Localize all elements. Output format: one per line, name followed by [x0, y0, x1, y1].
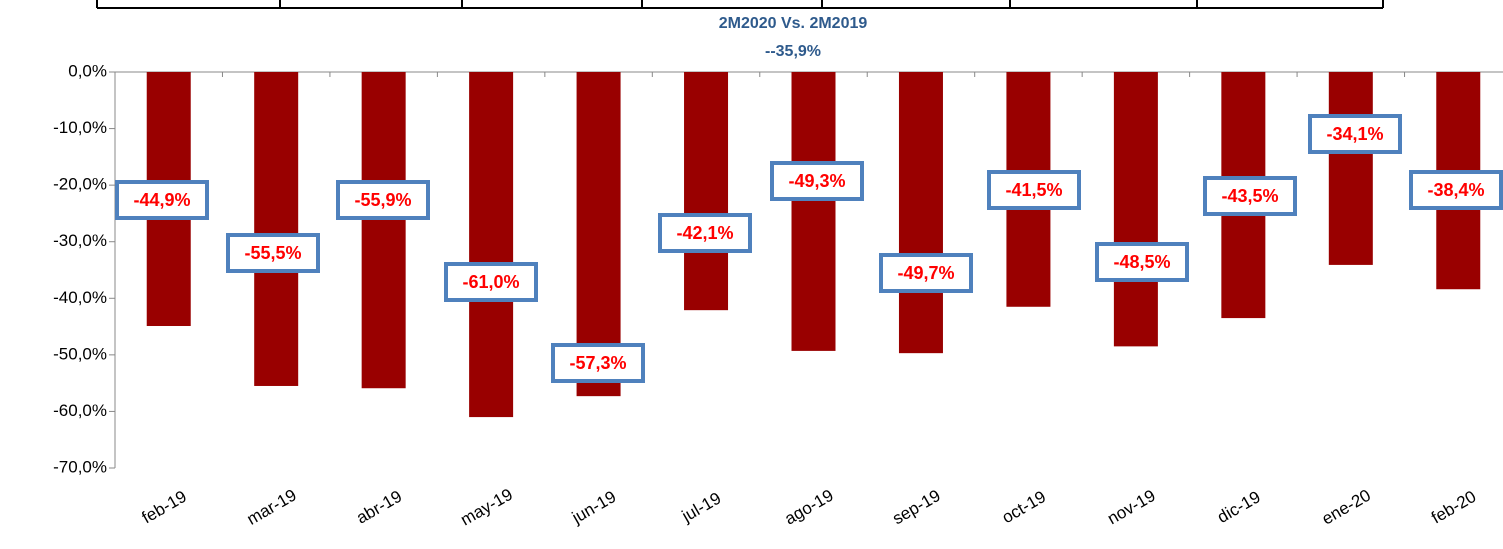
- value-label-box: [115, 180, 209, 220]
- value-label: -44,9%: [133, 190, 190, 210]
- bar: [1328, 72, 1373, 265]
- value-label-box: [987, 170, 1081, 210]
- y-tick-label: -60,0%: [53, 401, 107, 420]
- y-tick-label: -30,0%: [53, 231, 107, 250]
- value-label: -41,5%: [1005, 180, 1062, 200]
- x-tick-label: may-19: [457, 485, 516, 530]
- x-tick-label: oct-19: [999, 487, 1049, 527]
- annotation: --35,9%: [765, 43, 821, 60]
- value-label: -43,5%: [1221, 186, 1278, 206]
- x-tick-label: ene-20: [1319, 486, 1374, 529]
- value-label-box: [444, 262, 538, 302]
- x-tick-label: sep-19: [889, 486, 944, 528]
- bar: [684, 72, 729, 311]
- y-tick-label: 0,0%: [68, 61, 107, 80]
- value-label-box: [1095, 242, 1189, 282]
- x-tick-label: ago-19: [781, 486, 836, 529]
- value-label-box: [1308, 114, 1402, 154]
- chart-title: 2M2020 Vs. 2M2019: [719, 15, 868, 32]
- bar: [576, 72, 621, 397]
- value-label: -48,5%: [1113, 252, 1170, 272]
- value-label-box: [336, 180, 430, 220]
- value-label: -55,9%: [354, 190, 411, 210]
- value-label: -49,7%: [897, 263, 954, 283]
- value-label-box: [551, 343, 645, 383]
- value-label: -49,3%: [788, 171, 845, 191]
- bar: [898, 72, 943, 354]
- value-label-box: [1409, 170, 1503, 210]
- value-label-box: [879, 253, 973, 293]
- y-tick-label: -20,0%: [53, 175, 107, 194]
- x-tick-label: feb-20: [1428, 487, 1479, 528]
- value-label-box: [1203, 176, 1297, 216]
- x-tick-label: feb-19: [139, 487, 190, 528]
- y-tick-label: -50,0%: [53, 344, 107, 363]
- bar: [361, 72, 406, 389]
- bar: [469, 72, 514, 418]
- value-label: -55,5%: [244, 243, 301, 263]
- value-label: -38,4%: [1427, 180, 1484, 200]
- top-table: [96, 0, 1384, 9]
- value-label-box: [770, 161, 864, 201]
- x-tick-label: dic-19: [1214, 487, 1264, 527]
- y-tick-label: -70,0%: [53, 457, 107, 476]
- x-tick-label: mar-19: [244, 485, 300, 528]
- value-label-box: [226, 233, 320, 273]
- bar: [254, 72, 299, 386]
- x-tick-label: jun-19: [568, 487, 619, 528]
- x-tick-label: abr-19: [353, 487, 405, 528]
- y-tick-label: -40,0%: [53, 288, 107, 307]
- y-tick-label: -10,0%: [53, 118, 107, 137]
- value-label: -61,0%: [462, 272, 519, 292]
- value-label: -34,1%: [1326, 124, 1383, 144]
- bar: [1113, 72, 1158, 347]
- value-label: -57,3%: [569, 353, 626, 373]
- value-label: -42,1%: [676, 223, 733, 243]
- bar: [791, 72, 836, 351]
- x-tick-label: jul-19: [678, 488, 724, 526]
- value-label-box: [658, 213, 752, 253]
- x-tick-label: nov-19: [1104, 486, 1159, 528]
